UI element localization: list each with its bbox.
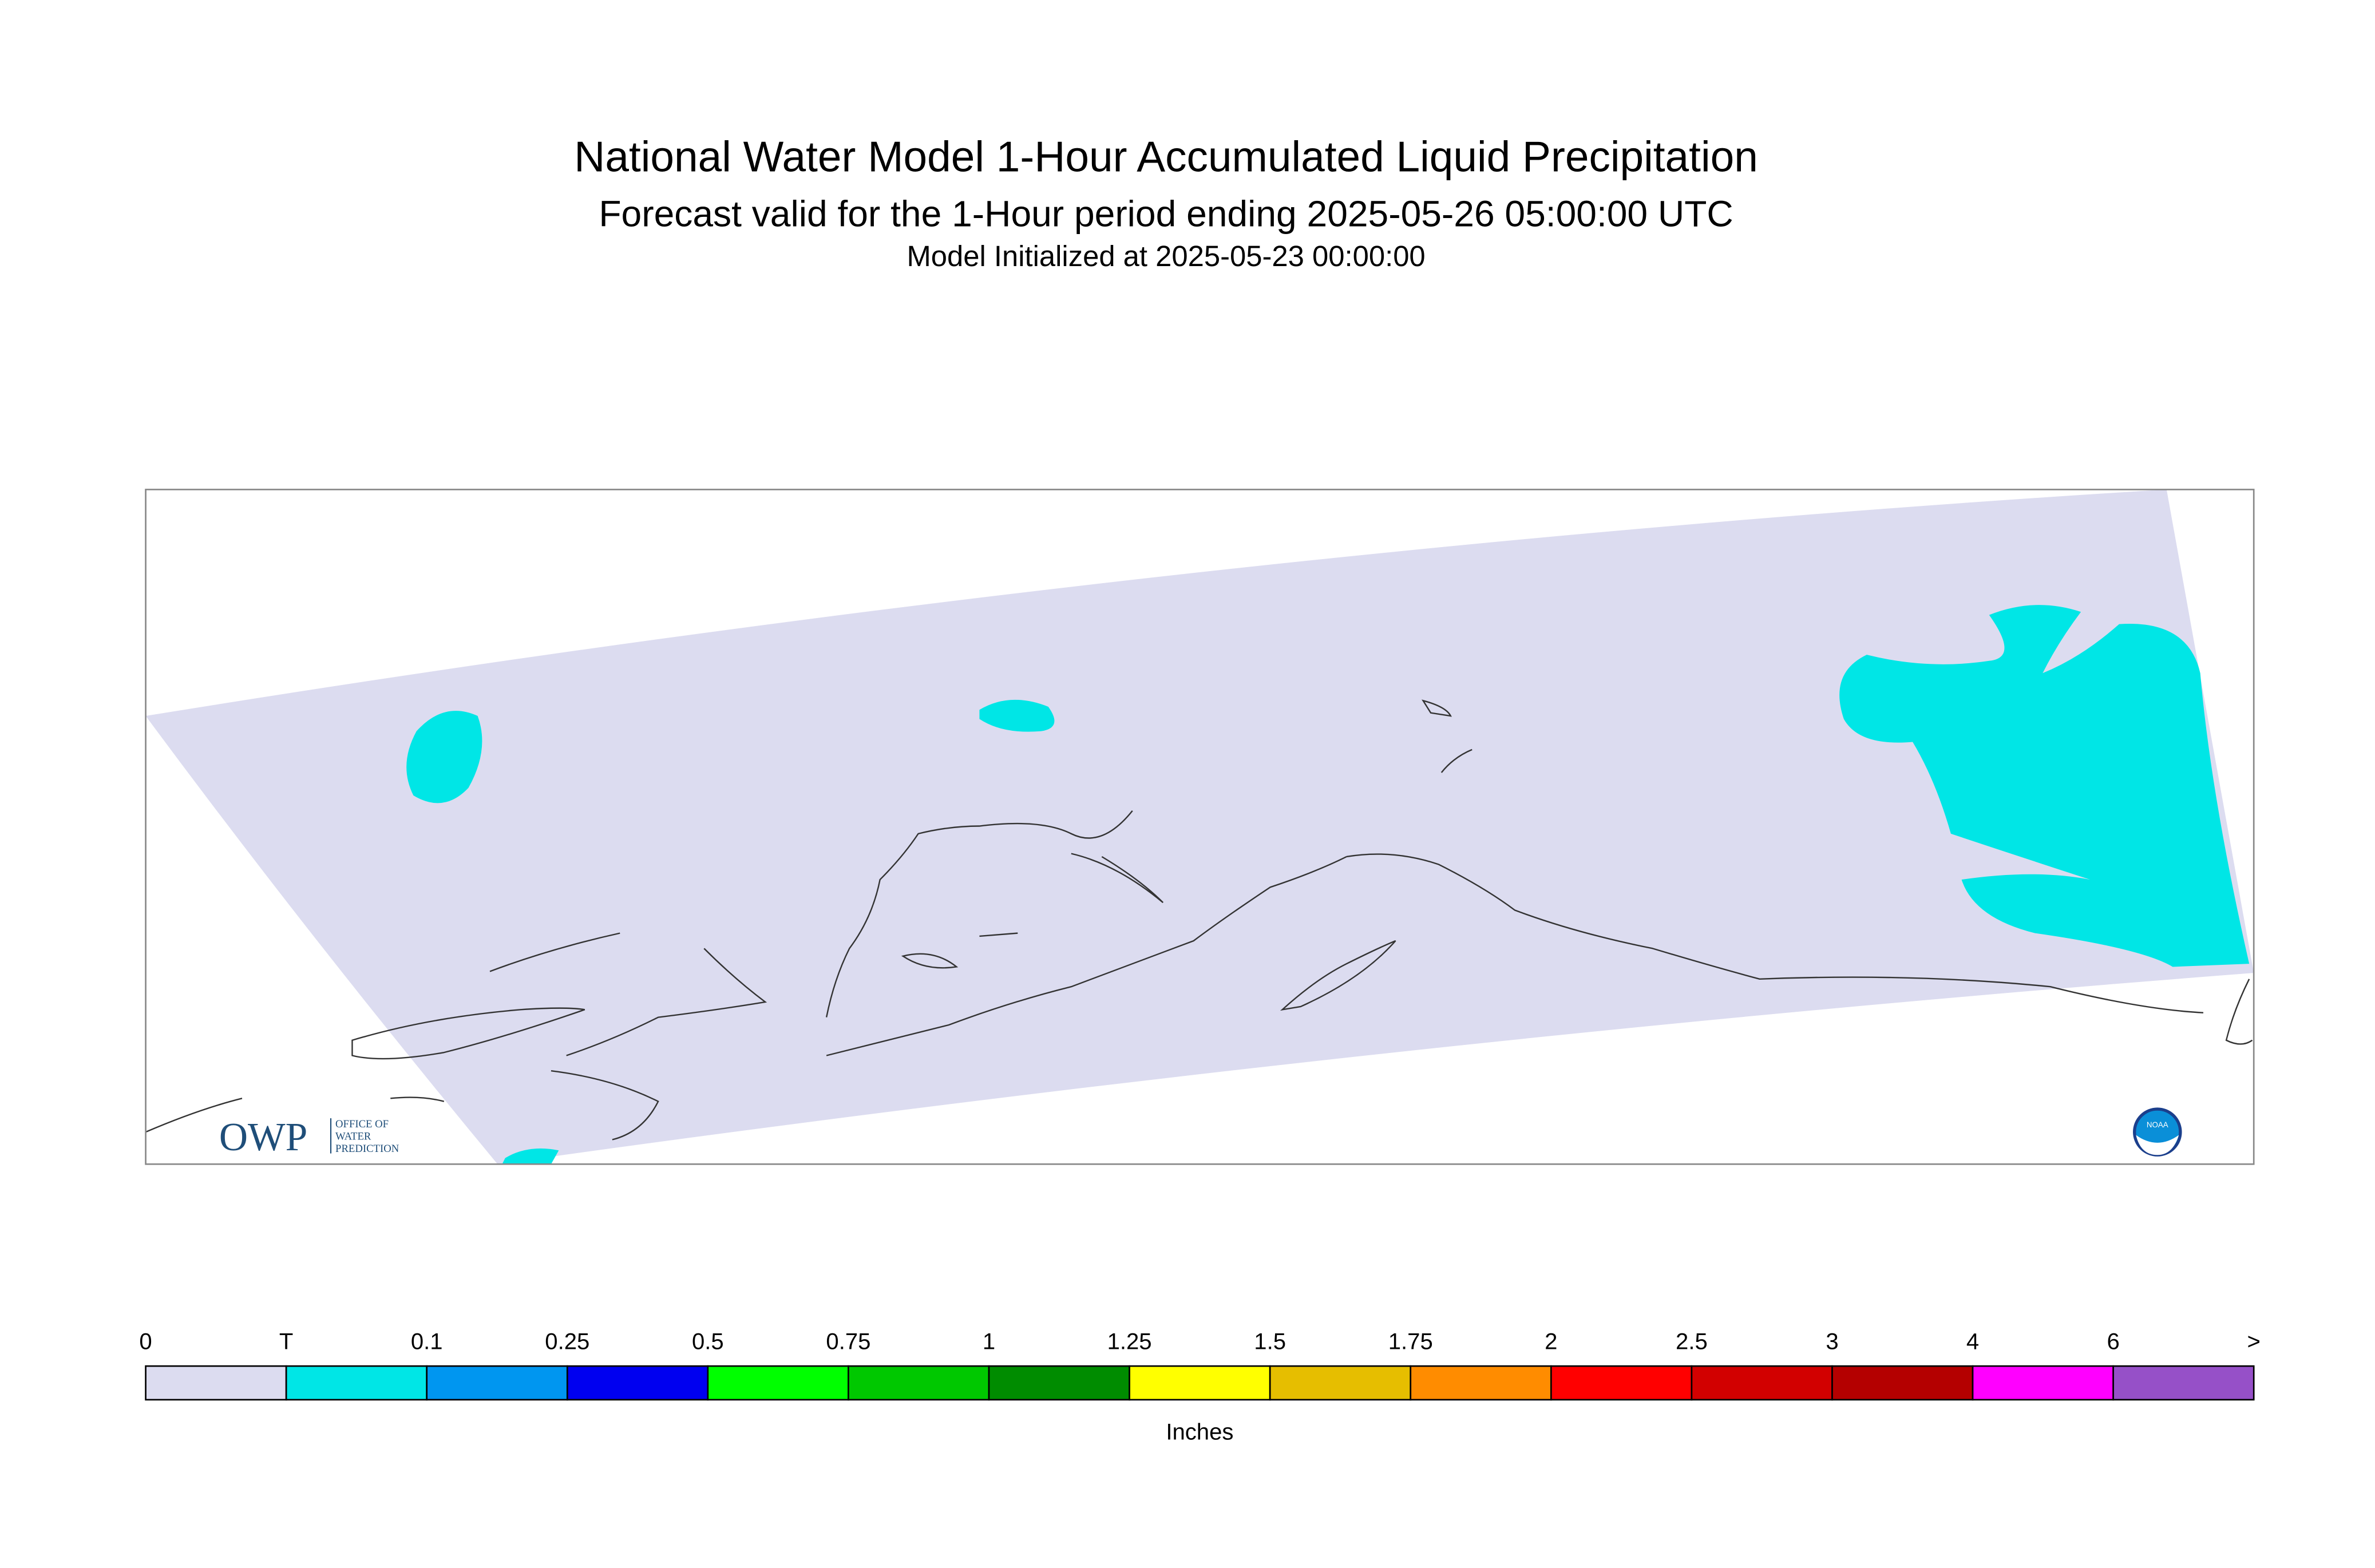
legend-label: 0.75 [826, 1329, 870, 1355]
legend-swatch [1269, 1365, 1412, 1401]
model-domain [145, 489, 2254, 1165]
owp-text: PREDICTION [335, 1143, 399, 1155]
title: National Water Model 1-Hour Accumulated … [574, 132, 1758, 180]
noaa-logo: NOAA [2133, 1107, 2182, 1157]
legend-swatch [1691, 1365, 1833, 1401]
owp-text: WATER [335, 1131, 371, 1143]
legend-swatch [145, 1365, 287, 1401]
legend-label: 6 [2107, 1329, 2119, 1355]
legend-swatch [285, 1365, 428, 1401]
legend-swatch [988, 1365, 1130, 1401]
legend-swatch [1129, 1365, 1271, 1401]
legend-label: 0.25 [545, 1329, 589, 1355]
legend-label: 2.5 [1676, 1329, 1708, 1355]
init-time: Model Initialized at 2025-05-23 00:00:00 [907, 240, 1425, 272]
subtitle: Forecast valid for the 1-Hour period end… [599, 193, 1733, 235]
legend-swatch [1972, 1365, 2114, 1401]
legend-swatch [2112, 1365, 2255, 1401]
legend-swatch [848, 1365, 990, 1401]
map [145, 489, 2255, 1165]
legend: 0 T 0.1 0.25 0.5 0.75 1 1.25 1.5 1.75 2 2.5 3 4 6 > [139, 1329, 2261, 1401]
legend-label: 2 [1545, 1329, 1557, 1355]
legend-label: 1.75 [1388, 1329, 1433, 1355]
noaa-text: NOAA [2147, 1120, 2168, 1129]
legend-label: 0.5 [692, 1329, 724, 1355]
owp-text: OFFICE OF [335, 1118, 389, 1130]
legend-label: 0.1 [411, 1329, 443, 1355]
legend-swatch [1550, 1365, 1693, 1401]
legend-label: 0 [139, 1329, 152, 1355]
legend-label: 1.25 [1107, 1329, 1152, 1355]
legend-swatch [566, 1365, 709, 1401]
coastlines [145, 699, 2253, 1141]
legend-swatch [1831, 1365, 1974, 1401]
legend-swatch [707, 1365, 849, 1401]
map-frame [145, 489, 2255, 1165]
legend-label: 3 [1826, 1329, 1838, 1355]
legend-swatch [1410, 1365, 1552, 1401]
owp-logo: OWP OFFICE OF WATER PREDICTION [219, 1115, 399, 1159]
legend-swatch [426, 1365, 568, 1401]
legend-label: > [2247, 1329, 2260, 1355]
legend-label: 4 [1966, 1329, 1979, 1355]
owp-mark: OWP [219, 1115, 307, 1159]
legend-unit: Inches [1166, 1419, 1233, 1444]
legend-label: 1.5 [1254, 1329, 1286, 1355]
legend-label: T [279, 1329, 293, 1355]
precip-areas [406, 605, 2250, 1165]
legend-label: 1 [983, 1329, 995, 1355]
